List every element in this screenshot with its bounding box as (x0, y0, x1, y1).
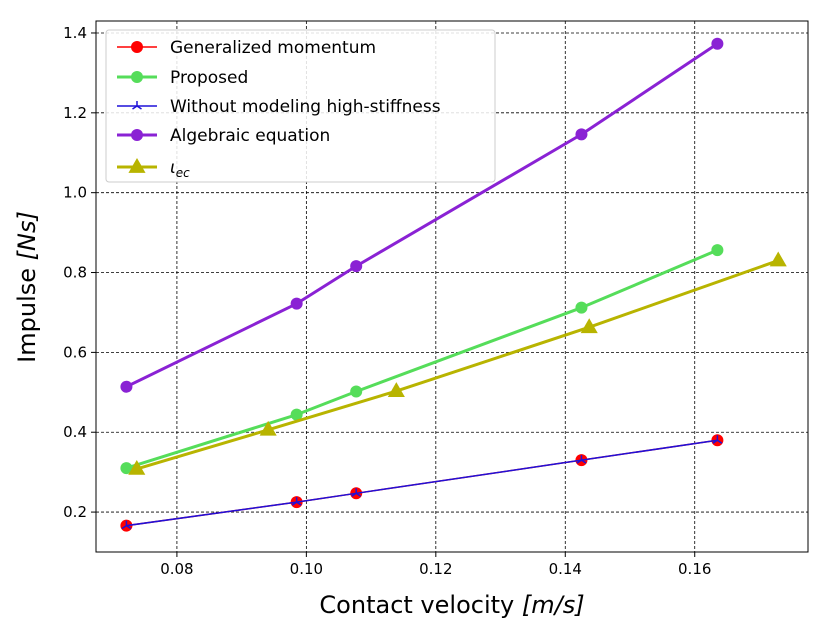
marker-stroke (132, 101, 142, 110)
legend-label: Without modeling high-stiffness (170, 97, 441, 117)
series-2 (121, 435, 723, 530)
series-1 (120, 244, 724, 475)
legend-symbol: ι (170, 158, 176, 178)
legend-marker (128, 158, 146, 173)
data-point (121, 520, 132, 530)
series-layer (120, 37, 787, 532)
legend-subscript: ec (176, 166, 190, 180)
legend-marker (131, 71, 143, 83)
x-tick-label: 0.10 (290, 560, 323, 578)
marker-stroke (121, 520, 132, 530)
y-tick-label: 1.2 (63, 104, 87, 122)
legend-entry: Proposed (117, 68, 248, 88)
data-point (128, 459, 146, 475)
marker-stroke (351, 488, 362, 497)
data-point (769, 251, 787, 267)
y-tick-label: 0.4 (63, 423, 87, 441)
y-tick-label: 0.2 (63, 503, 87, 521)
y-axis-label: Impulse [Ns] (13, 211, 41, 363)
x-tick-label: 0.12 (419, 560, 452, 578)
data-point (120, 462, 133, 475)
data-point (575, 301, 588, 314)
data-point (576, 455, 587, 464)
data-point (387, 382, 405, 397)
x-tick-label: 0.08 (160, 560, 193, 578)
data-point (350, 260, 363, 273)
data-point (259, 420, 277, 436)
x-tick-label: 0.16 (678, 560, 711, 578)
legend-entry: Without modeling high-stiffness (117, 97, 441, 117)
data-point (580, 318, 598, 334)
marker-stroke (291, 497, 302, 506)
legend-entry: ιec (117, 158, 190, 180)
data-point (711, 244, 724, 257)
tick-layer: 0.08 0.10 0.12 0.14 0.16 0.2 0.4 0.6 0.8 1.0 1.2 1.… (63, 24, 711, 578)
legend-entry: Algebraic equation (117, 126, 330, 146)
legend-label: ιec (170, 158, 190, 180)
data-point (712, 435, 723, 444)
data-point (350, 385, 363, 398)
y-tick-label: 0.6 (63, 343, 87, 361)
y-tick-label: 1.0 (63, 184, 87, 202)
legend-marker (132, 101, 142, 110)
y-tick-label: 1.4 (63, 24, 87, 42)
legend: Generalized momentum Proposed Without mode… (105, 29, 496, 183)
legend-label: Generalized momentum (170, 38, 376, 58)
data-point (120, 380, 133, 393)
legend-label: Algebraic equation (170, 126, 330, 146)
y-tick-label: 0.8 (63, 264, 87, 282)
data-point (711, 37, 724, 50)
x-tick-label: 0.14 (549, 560, 582, 578)
data-point (575, 128, 588, 141)
data-point (290, 297, 303, 310)
legend-marker (131, 41, 143, 53)
plot-frame (95, 20, 809, 553)
data-point (290, 408, 303, 421)
legend-box (105, 29, 496, 183)
data-point (351, 488, 362, 497)
legend-marker (131, 129, 143, 141)
series-4 (128, 251, 787, 475)
marker-stroke (712, 435, 723, 444)
series-3 (120, 37, 724, 393)
legend-label: Proposed (170, 68, 248, 88)
legend-entries: Generalized momentum Proposed Without mode… (117, 38, 441, 180)
x-axis-label: Contact velocity [m/s] (319, 591, 584, 619)
marker-stroke (576, 455, 587, 464)
legend-entry: Generalized momentum (117, 38, 376, 58)
data-point (291, 497, 302, 506)
